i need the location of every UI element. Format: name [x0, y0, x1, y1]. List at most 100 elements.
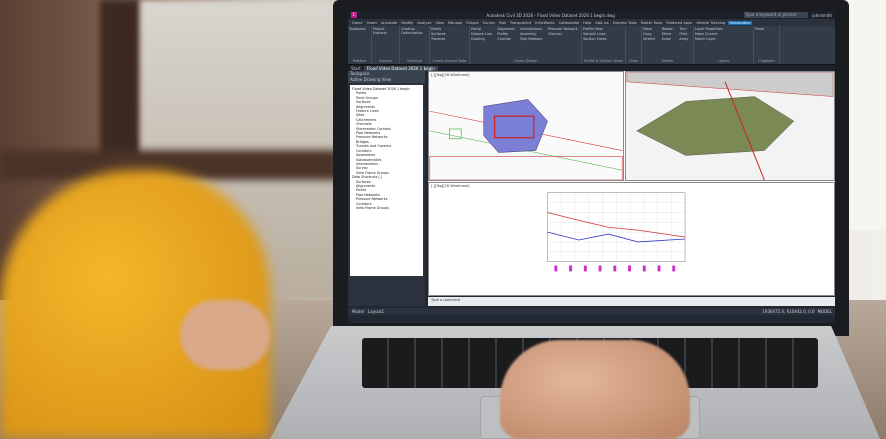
tree-item[interactable]: View Frame Groups [356, 170, 389, 175]
tab-featured-apps[interactable]: Featured Apps [666, 20, 693, 25]
ribbon-button[interactable]: Assembly [520, 32, 537, 36]
tab-vehicle-tracking[interactable]: Vehicle Tracking [696, 20, 726, 25]
tree-item[interactable]: Stormwater Controls [356, 126, 391, 131]
ribbon-button[interactable]: Scale [661, 37, 671, 41]
ribbon-button[interactable]: Array [679, 37, 689, 41]
tab-home[interactable]: Home [352, 20, 363, 25]
panel-items: Project Explorer [373, 27, 398, 37]
ribbon-button[interactable]: Surfaces [431, 32, 446, 36]
viewport-profile[interactable]: [-][Top][2D Wireframe] [428, 182, 835, 296]
document-tab[interactable]: Start [351, 65, 361, 71]
ribbon-button[interactable]: Layer Properties [695, 27, 723, 31]
tab-survey[interactable]: Survey [482, 20, 496, 25]
ribbon-button[interactable]: Points [431, 27, 442, 31]
ribbon-button[interactable]: Profile [497, 32, 508, 36]
document-tab[interactable]: Flood Video Dataset 2026 1 begin [363, 65, 438, 71]
ribbon-button[interactable]: Match Layer [695, 37, 716, 41]
tab-collaborate[interactable]: Collaborate [558, 20, 580, 25]
ribbon-button[interactable]: Channel [547, 32, 562, 36]
ribbon-button[interactable]: Section Views [583, 37, 607, 41]
toolspace-title: Toolspace [348, 71, 425, 77]
tree-item[interactable]: Pressure Networks [356, 197, 388, 202]
tree-item[interactable]: Points [356, 188, 367, 193]
tab-insert[interactable]: Insert [366, 20, 377, 25]
tab-help[interactable]: Help [583, 20, 592, 25]
ribbon-button[interactable]: Pressure Network [547, 27, 578, 31]
user-name[interactable]: johnsmith [812, 12, 832, 18]
viewport-plan[interactable]: [-][Top][2D Wireframe] [428, 71, 624, 181]
tab-modify[interactable]: Modify [401, 20, 414, 25]
tab-infraworks[interactable]: InfraWorks [535, 20, 555, 25]
tab-geolocation[interactable]: Geolocation [728, 20, 752, 25]
tree-item[interactable]: Channels [356, 122, 372, 127]
tree-item[interactable]: Alignments [356, 104, 376, 109]
layout-tab-model[interactable]: Model [352, 309, 365, 314]
ribbon-button[interactable]: Traverse [431, 37, 446, 41]
tree-item[interactable]: Subassemblies [356, 157, 382, 162]
tree-item[interactable]: Pipe Networks [356, 131, 381, 136]
ribbon-button[interactable]: Paste [755, 27, 765, 31]
tab-analyze[interactable]: Analyze [417, 20, 432, 25]
ribbon-button[interactable]: Trim [679, 27, 687, 31]
tree-item[interactable]: Feature Lines [356, 109, 379, 114]
tree-item[interactable]: Corridors [356, 148, 372, 153]
document-tabs: Start Flood Video Dataset 2026 1 begin [348, 65, 835, 71]
tree-item[interactable]: Pressure Networks [356, 135, 388, 140]
tree-item[interactable]: Intersections [356, 161, 378, 166]
ribbon-button[interactable]: Grading Optimization [401, 27, 423, 35]
tree-item[interactable]: View Frame Groups [356, 205, 389, 210]
layout-tab-layout1[interactable]: Layout1 [368, 309, 385, 314]
tree-item[interactable]: Surfaces [356, 179, 371, 184]
panel-label: Palettes [352, 59, 367, 63]
ribbon-button[interactable]: Toolspace [349, 27, 366, 31]
ribbon-button[interactable]: Copy [643, 32, 652, 36]
tab-express-tools[interactable]: Express Tools [612, 20, 637, 25]
ribbon-button[interactable]: Alignment [497, 27, 515, 31]
title-bar: C Autodesk Civil 3D 2026 - Flood Video D… [348, 11, 835, 19]
ribbon-button[interactable]: Profile View [583, 27, 603, 31]
tree-item[interactable]: Surfaces [356, 100, 371, 105]
ribbon-button[interactable]: Intersections [520, 27, 543, 31]
search-input[interactable]: Type a keyword or phrase [744, 12, 809, 18]
tab-transparent[interactable]: Transparent [509, 20, 532, 25]
tab-add-ins[interactable]: Add-ins [595, 20, 609, 25]
ribbon-button[interactable]: Parcel [471, 27, 482, 31]
tab-raster-tools[interactable]: Raster Tools [640, 20, 663, 25]
ribbon-button[interactable]: Mirror [661, 32, 672, 36]
tree-item[interactable]: Data Shortcuts [ ] [352, 175, 383, 180]
tab-manage[interactable]: Manage [448, 20, 463, 25]
ribbon-button[interactable]: Stretch [643, 37, 656, 41]
command-line[interactable]: Type a command [428, 297, 835, 306]
ribbon-button[interactable]: Corridor [497, 37, 512, 41]
tree-item[interactable]: Points [356, 91, 367, 96]
ribbon-button[interactable]: Sample Lines [583, 32, 606, 36]
tree-item[interactable]: Corridors [356, 201, 372, 206]
tree-item[interactable]: Assemblies [356, 153, 376, 158]
ribbon-button[interactable]: Make Current [695, 32, 718, 36]
ribbon-button[interactable]: Feature Line [471, 32, 492, 36]
ribbon-button[interactable]: Pipe Network [520, 37, 543, 41]
ribbon-button[interactable]: Move [643, 27, 653, 31]
tab-view[interactable]: View [435, 20, 445, 25]
tree-item[interactable]: Sites [356, 113, 365, 118]
tree-item[interactable]: Alignments [356, 183, 376, 188]
drawing-area[interactable]: [-][Top][2D Wireframe] [-][Top][2D Wiref… [428, 71, 835, 296]
ribbon-button[interactable]: Grading [471, 37, 485, 41]
tree-item[interactable]: Flood Video Dataset 2026 1 begin [352, 87, 410, 91]
ribbon-button[interactable]: Project Explorer [373, 27, 388, 35]
viewport-3d[interactable] [625, 71, 835, 181]
tree-item[interactable]: Point Groups [356, 95, 378, 100]
tab-output[interactable]: Output [466, 20, 479, 25]
tab-rail[interactable]: Rail [499, 20, 506, 25]
model-space-toggle[interactable]: MODEL [817, 309, 832, 314]
ribbon-button[interactable]: Fillet [679, 32, 688, 36]
ribbon-button[interactable]: Rotate [661, 27, 673, 31]
tree-item[interactable]: Tunnels and Caverns [356, 144, 392, 149]
tree-item[interactable]: Survey [356, 166, 368, 171]
tree-item[interactable]: Bridges [356, 139, 369, 144]
prospector-view-select[interactable]: Active Drawing View [348, 77, 425, 83]
tree-item[interactable]: Pipe Networks [356, 192, 381, 197]
tree-item[interactable]: Catchments [356, 117, 377, 122]
tab-annotate[interactable]: Annotate [380, 20, 398, 25]
app-logo-icon[interactable]: C [351, 12, 357, 18]
